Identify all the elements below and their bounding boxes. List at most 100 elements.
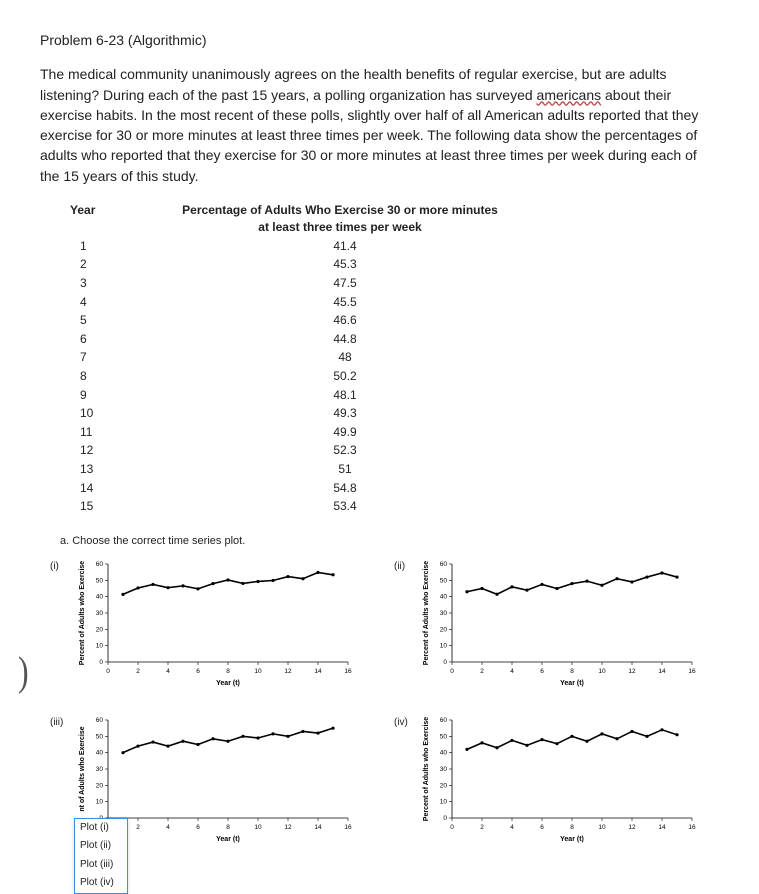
svg-text:40: 40 bbox=[440, 593, 448, 600]
svg-text:4: 4 bbox=[166, 824, 170, 831]
svg-text:30: 30 bbox=[96, 610, 104, 617]
svg-text:10: 10 bbox=[96, 642, 104, 649]
table-cell-year: 9 bbox=[70, 386, 190, 405]
svg-text:0: 0 bbox=[106, 668, 110, 675]
svg-text:8: 8 bbox=[570, 668, 574, 675]
table-cell-pct: 49.9 bbox=[190, 423, 500, 442]
svg-text:2: 2 bbox=[136, 824, 140, 831]
svg-text:6: 6 bbox=[196, 824, 200, 831]
svg-text:2: 2 bbox=[480, 824, 484, 831]
table-row: 141.4 bbox=[70, 237, 500, 256]
svg-text:50: 50 bbox=[96, 577, 104, 584]
question-a: a. Choose the correct time series plot. bbox=[60, 534, 719, 550]
svg-text:10: 10 bbox=[440, 642, 448, 649]
table-cell-year: 14 bbox=[70, 479, 190, 498]
plot-cell: (iv)01020304050600246810121416Year (t)Pe… bbox=[394, 714, 698, 850]
chart-svg: 01020304050600246810121416Year (t)Percen… bbox=[418, 714, 698, 844]
svg-text:30: 30 bbox=[440, 766, 448, 773]
table-cell-pct: 49.3 bbox=[190, 404, 500, 423]
svg-text:50: 50 bbox=[440, 733, 448, 740]
plot-cell: (ii)01020304050600246810121416Year (t)Pe… bbox=[394, 558, 698, 694]
svg-text:20: 20 bbox=[440, 626, 448, 633]
table-cell-pct: 44.8 bbox=[190, 330, 500, 349]
problem-title: Problem 6-23 (Algorithmic) bbox=[40, 30, 719, 50]
svg-text:6: 6 bbox=[196, 668, 200, 675]
table-cell-year: 12 bbox=[70, 441, 190, 460]
table-cell-pct: 54.8 bbox=[190, 479, 500, 498]
svg-text:10: 10 bbox=[598, 824, 606, 831]
table-row: 1351 bbox=[70, 460, 500, 479]
table-cell-pct: 47.5 bbox=[190, 274, 500, 293]
svg-text:4: 4 bbox=[510, 668, 514, 675]
svg-text:12: 12 bbox=[628, 824, 636, 831]
table-row: 445.5 bbox=[70, 293, 500, 312]
svg-text:0: 0 bbox=[443, 659, 447, 666]
svg-text:Percent of Adults who Exercise: Percent of Adults who Exercise bbox=[423, 716, 430, 820]
table-cell-pct: 50.2 bbox=[190, 367, 500, 386]
svg-text:0: 0 bbox=[443, 815, 447, 822]
table-cell-year: 8 bbox=[70, 367, 190, 386]
svg-text:12: 12 bbox=[284, 668, 292, 675]
plot-select-dropdown[interactable]: Plot (i)Plot (ii)Plot (iii)Plot (iv) bbox=[74, 818, 128, 894]
table-cell-pct: 52.3 bbox=[190, 441, 500, 460]
svg-text:10: 10 bbox=[254, 824, 262, 831]
svg-text:Percent of Adults who Exercise: Percent of Adults who Exercise bbox=[423, 560, 430, 664]
svg-text:2: 2 bbox=[480, 668, 484, 675]
plot-label: (iii) bbox=[50, 714, 74, 731]
table-cell-year: 3 bbox=[70, 274, 190, 293]
table-row: 1553.4 bbox=[70, 497, 500, 516]
data-table: Year Percentage of Adults Who Exercise 3… bbox=[70, 202, 500, 516]
plot-label: (i) bbox=[50, 558, 74, 575]
table-cell-year: 6 bbox=[70, 330, 190, 349]
bracket-glyph: ) bbox=[18, 641, 29, 701]
table-cell-pct: 45.3 bbox=[190, 255, 500, 274]
chart-svg: 01020304050600246810121416Year (t)Percen… bbox=[418, 558, 698, 688]
spellcheck-word: americans bbox=[537, 87, 602, 103]
table-row: 1454.8 bbox=[70, 479, 500, 498]
svg-text:60: 60 bbox=[96, 717, 104, 724]
table-row: 347.5 bbox=[70, 274, 500, 293]
svg-text:nt of Adults who Exercise: nt of Adults who Exercise bbox=[79, 726, 86, 811]
table-row: 748 bbox=[70, 348, 500, 367]
table-cell-year: 7 bbox=[70, 348, 190, 367]
table-header-pct: Percentage of Adults Who Exercise 30 or … bbox=[180, 202, 500, 237]
svg-text:10: 10 bbox=[440, 798, 448, 805]
table-row: 245.3 bbox=[70, 255, 500, 274]
table-row: 1252.3 bbox=[70, 441, 500, 460]
svg-text:16: 16 bbox=[344, 668, 352, 675]
svg-text:0: 0 bbox=[99, 659, 103, 666]
svg-text:8: 8 bbox=[226, 824, 230, 831]
chart-svg: 01020304050600246810121416Year (t)Percen… bbox=[74, 558, 354, 688]
svg-text:14: 14 bbox=[314, 824, 322, 831]
svg-text:14: 14 bbox=[314, 668, 322, 675]
svg-text:0: 0 bbox=[450, 668, 454, 675]
plots-region: ) (i)01020304050600246810121416Year (t)P… bbox=[50, 558, 719, 850]
svg-text:30: 30 bbox=[440, 610, 448, 617]
svg-text:20: 20 bbox=[440, 782, 448, 789]
dropdown-option[interactable]: Plot (iii) bbox=[75, 856, 127, 875]
dropdown-option[interactable]: Plot (iv) bbox=[75, 874, 127, 893]
table-row: 1049.3 bbox=[70, 404, 500, 423]
svg-text:6: 6 bbox=[540, 824, 544, 831]
table-cell-pct: 51 bbox=[190, 460, 500, 479]
plot-label: (ii) bbox=[394, 558, 418, 575]
table-row: 850.2 bbox=[70, 367, 500, 386]
svg-text:20: 20 bbox=[96, 782, 104, 789]
svg-text:Year (t): Year (t) bbox=[216, 680, 240, 687]
svg-text:50: 50 bbox=[96, 733, 104, 740]
svg-text:16: 16 bbox=[688, 668, 696, 675]
svg-text:50: 50 bbox=[440, 577, 448, 584]
table-header-year: Year bbox=[70, 202, 180, 237]
svg-text:20: 20 bbox=[96, 626, 104, 633]
svg-text:4: 4 bbox=[166, 668, 170, 675]
table-row: 546.6 bbox=[70, 311, 500, 330]
plot-cell: (i)01020304050600246810121416Year (t)Per… bbox=[50, 558, 354, 694]
svg-text:10: 10 bbox=[598, 668, 606, 675]
table-cell-year: 11 bbox=[70, 423, 190, 442]
dropdown-option[interactable]: Plot (ii) bbox=[75, 837, 127, 856]
dropdown-option[interactable]: Plot (i) bbox=[75, 819, 127, 838]
table-cell-pct: 46.6 bbox=[190, 311, 500, 330]
svg-text:6: 6 bbox=[540, 668, 544, 675]
svg-text:60: 60 bbox=[440, 561, 448, 568]
svg-text:8: 8 bbox=[570, 824, 574, 831]
